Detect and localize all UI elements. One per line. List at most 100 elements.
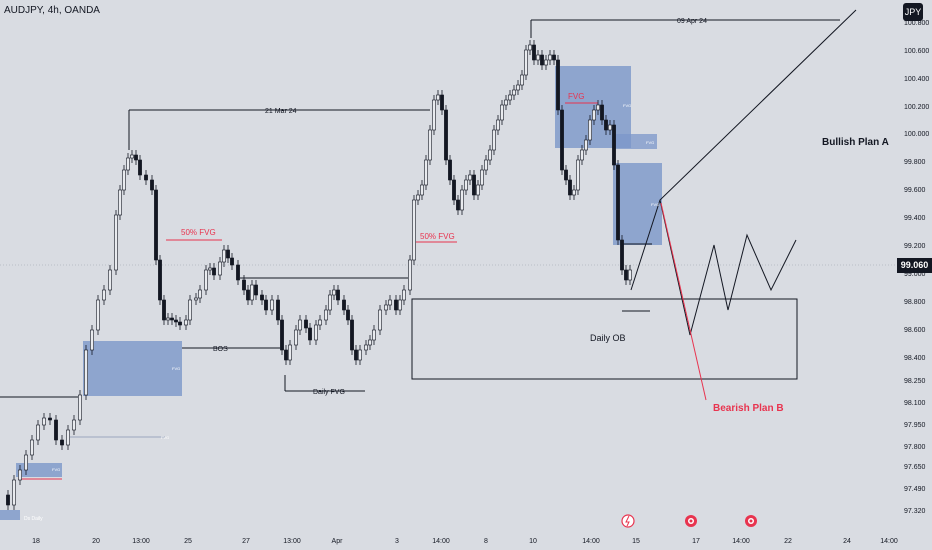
candle-body <box>372 329 376 341</box>
price-tick-label: 98.600 <box>904 327 926 334</box>
label-daily-ob: Daily OB <box>590 333 626 343</box>
fvg-tag-5: FVG <box>161 435 169 440</box>
price-tick-label: 98.250 <box>904 378 926 385</box>
symbol-title: AUDJPY, 4h, OANDA <box>4 5 100 16</box>
label-fvg-top: FVG <box>568 92 584 101</box>
candle-body <box>222 249 226 263</box>
time-tick-label: 18 <box>32 538 40 545</box>
fvg-tag-3: FVG <box>646 140 654 145</box>
candle-body <box>236 264 240 281</box>
candle-body <box>122 169 126 191</box>
candle-body <box>402 289 406 301</box>
candle-body <box>166 317 170 321</box>
candle-body <box>532 44 536 61</box>
candle-body <box>524 49 528 76</box>
candle-body <box>260 294 264 301</box>
candle-body <box>212 267 216 276</box>
candle-body <box>230 257 234 266</box>
candle-body <box>54 419 58 441</box>
candle-body <box>154 189 158 261</box>
candle-body <box>308 327 312 341</box>
candle-body <box>134 154 138 161</box>
candle-body <box>424 159 428 186</box>
candle-body <box>484 159 488 171</box>
candle-body <box>346 309 350 321</box>
price-tick-label: 99.000 <box>904 271 926 278</box>
last-price-tag: 99.060 <box>897 258 932 273</box>
candle-body <box>118 189 122 216</box>
candle-body <box>368 339 372 346</box>
candle-body <box>42 417 46 426</box>
label-bearish-plan: Bearish Plan B <box>713 403 784 414</box>
candle-body <box>480 169 484 186</box>
time-tick-label: 13:00 <box>283 538 301 545</box>
price-axis[interactable]: 100.800 100.600 100.400 100.200 100.000 99.80… <box>904 20 929 515</box>
candle-body <box>560 109 564 171</box>
label-09apr: 09 Apr 24 <box>677 18 707 25</box>
candle-body <box>354 349 358 361</box>
candle-body <box>242 279 246 291</box>
candle-body <box>492 129 496 151</box>
time-axis[interactable]: 18 20 13:00 25 27 13:00 Apr 3 14:00 8 10 14:00 15 17 1… <box>32 538 898 545</box>
candle-body <box>126 157 130 171</box>
candle-body <box>488 149 492 161</box>
candle-body <box>476 184 480 196</box>
candle-body <box>276 299 280 321</box>
candle-body <box>496 119 500 131</box>
price-tick-label: 100.400 <box>904 76 929 83</box>
candle-body <box>250 284 254 301</box>
candle-body <box>194 297 198 301</box>
fvg-tag-2: FVG <box>623 103 631 108</box>
event-marker-news-2[interactable] <box>745 515 757 527</box>
candle-body <box>364 344 368 351</box>
price-tick-label: 99.400 <box>904 215 926 222</box>
fvg-box-4 <box>613 163 662 245</box>
label-daily-fvg: Daily FVG <box>313 389 345 396</box>
fvg-box-6 <box>0 510 20 520</box>
candle-body <box>332 289 336 296</box>
candle-body <box>204 269 208 291</box>
candle-body <box>584 139 588 151</box>
candle-body <box>280 319 284 351</box>
price-tick-label: 100.600 <box>904 48 929 55</box>
candlestick-series <box>6 40 632 510</box>
candle-body <box>440 94 444 111</box>
candle-body <box>456 199 460 211</box>
price-tick-label: 98.400 <box>904 355 926 362</box>
fvg-box-3 <box>613 134 657 149</box>
time-tick-label: 24 <box>843 538 851 545</box>
candle-body <box>556 59 560 111</box>
candle-body <box>540 54 544 66</box>
candle-body <box>592 109 596 121</box>
candle-body <box>528 44 532 51</box>
candle-body <box>174 319 178 323</box>
candle-body <box>324 309 328 321</box>
currency-button[interactable]: JPY <box>903 3 923 21</box>
candle-body <box>284 349 288 361</box>
candle-body <box>108 269 112 291</box>
candle-body <box>472 174 476 196</box>
price-tick-label: 97.320 <box>904 508 926 515</box>
event-marker-lightning[interactable] <box>621 514 635 528</box>
candle-body <box>60 439 64 446</box>
candle-body <box>130 154 134 159</box>
candle-body <box>138 159 142 176</box>
candle-body <box>150 179 154 191</box>
candle-body <box>184 319 188 326</box>
time-tick-label: 27 <box>242 538 250 545</box>
fvg-tag-1: FVG <box>172 366 180 371</box>
candle-body <box>90 329 94 351</box>
candle-body <box>178 321 182 326</box>
candle-body <box>428 129 432 161</box>
candle-body <box>544 59 548 66</box>
candle-body <box>158 259 162 301</box>
event-marker-news-1[interactable] <box>685 515 697 527</box>
candle-body <box>72 419 76 431</box>
candle-body <box>226 249 230 259</box>
time-tick-label: 8 <box>484 538 488 545</box>
candle-body <box>246 289 250 301</box>
candle-body <box>432 99 436 131</box>
candle-body <box>170 317 174 321</box>
candle-body <box>84 349 88 396</box>
